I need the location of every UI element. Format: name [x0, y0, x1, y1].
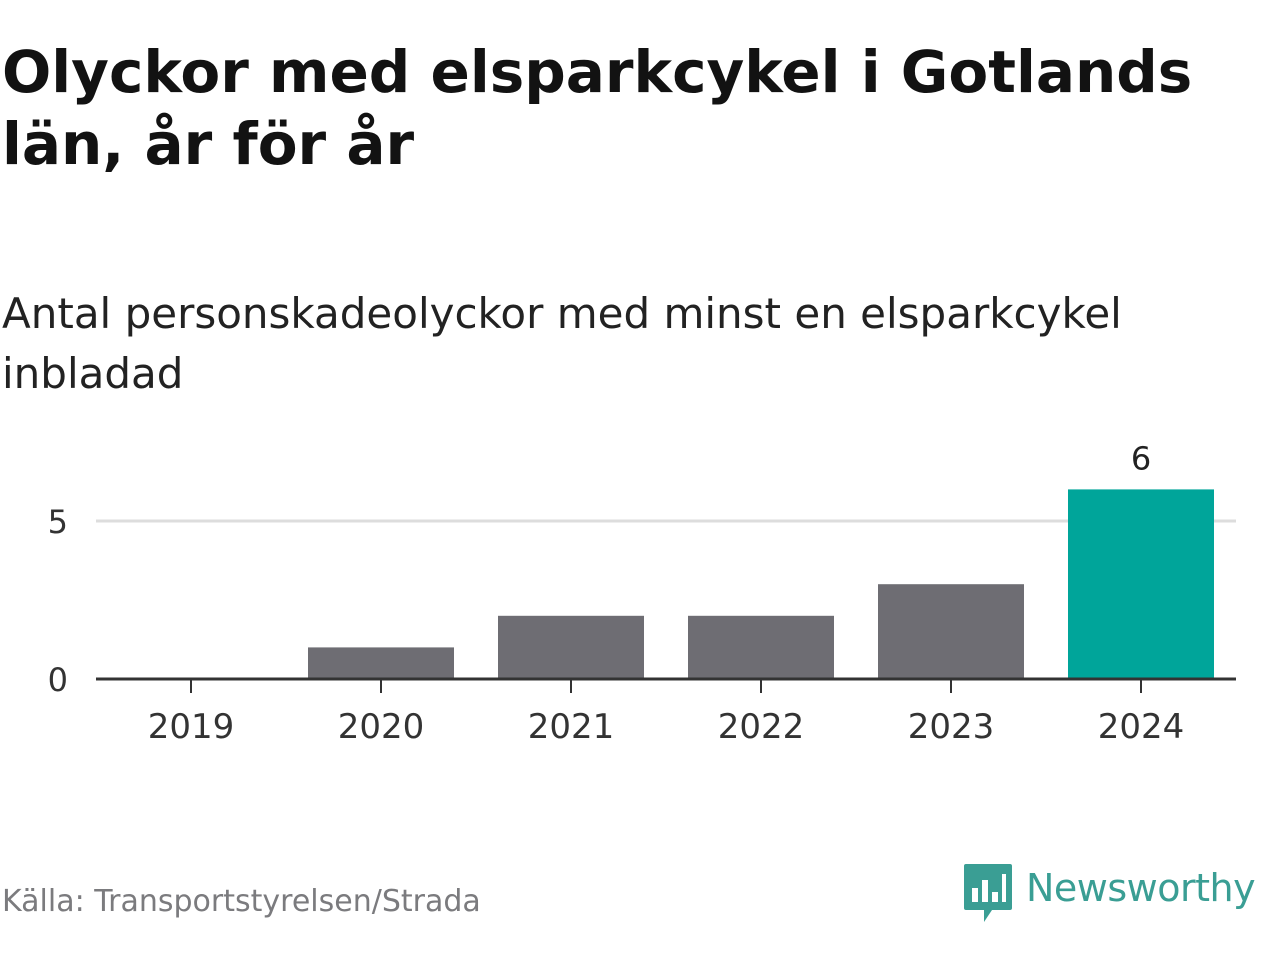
y-tick-label: 0 — [48, 661, 68, 699]
x-tick-label: 2022 — [718, 707, 805, 747]
brand-name: Newsworthy — [1026, 866, 1256, 910]
chart-title: Olyckor med elsparkcykel i Gotlands län,… — [2, 38, 1193, 178]
newsworthy-logo-icon — [964, 864, 1012, 922]
x-tick-label: 2023 — [908, 707, 995, 747]
bar — [308, 647, 454, 679]
newsworthy-logo: Newsworthy — [962, 862, 1256, 932]
y-tick-label: 5 — [48, 503, 68, 541]
x-tick-label: 2019 — [148, 707, 235, 747]
x-tick-label: 2024 — [1098, 707, 1185, 747]
bar — [688, 615, 834, 679]
source-note: Källa: Transportstyrelsen/Strada — [2, 884, 481, 919]
x-tick-label: 2021 — [528, 707, 615, 747]
chart-subtitle: Antal personskadeolyckor med minst en el… — [2, 289, 1122, 398]
bar-chart: 0 5 2019 2020 2021 2022 2023 2024 6 — [48, 439, 1236, 747]
bar — [498, 615, 644, 679]
bar — [1068, 489, 1214, 679]
bar — [878, 584, 1024, 679]
x-tick-label: 2020 — [338, 707, 425, 747]
data-label: 6 — [1131, 439, 1151, 477]
